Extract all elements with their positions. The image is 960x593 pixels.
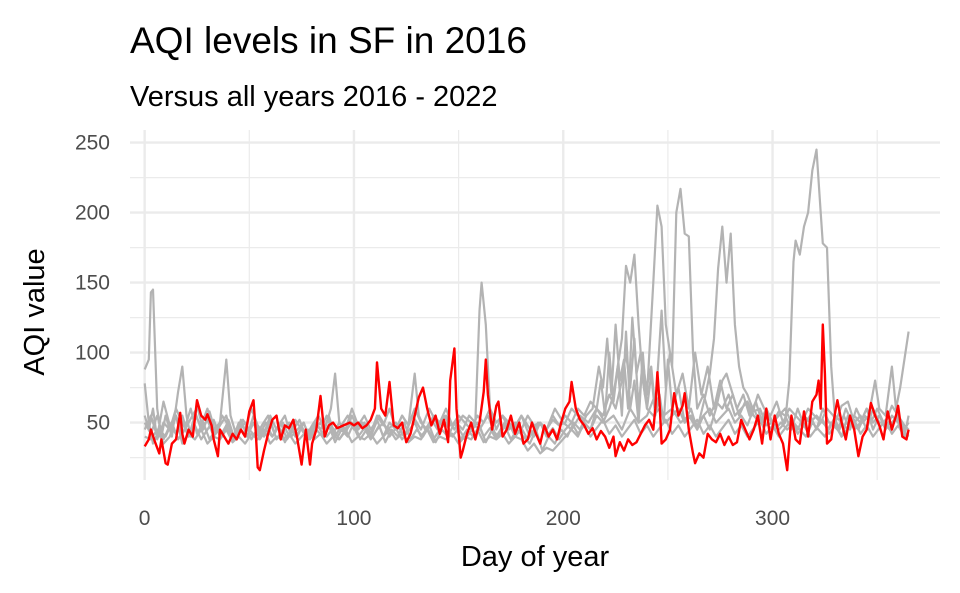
x-axis-title: Day of year <box>461 541 610 573</box>
x-tick-label: 100 <box>336 507 371 530</box>
highlight-year-line <box>143 323 910 472</box>
other-years-lines <box>143 148 910 455</box>
chart-subtitle: Versus all years 2016 - 2022 <box>130 81 498 113</box>
series-line-2016 <box>143 323 910 472</box>
chart-title: AQI levels in SF in 2016 <box>130 20 527 61</box>
y-tick-label: 250 <box>75 132 110 155</box>
series-line-year-b <box>143 148 910 441</box>
y-tick-label: 50 <box>87 412 110 435</box>
y-axis-ticks: 50 100 150 200 250 <box>75 132 110 435</box>
y-tick-label: 150 <box>75 272 110 295</box>
x-tick-label: 200 <box>546 507 581 530</box>
series-line-year-c <box>143 187 910 441</box>
y-tick-label: 200 <box>75 202 110 225</box>
y-axis-title: AQI value <box>19 248 51 375</box>
y-tick-label: 100 <box>75 342 110 365</box>
x-tick-label: 0 <box>139 507 151 530</box>
x-tick-label: 300 <box>755 507 790 530</box>
x-axis-ticks: 0 100 200 300 <box>139 507 790 530</box>
